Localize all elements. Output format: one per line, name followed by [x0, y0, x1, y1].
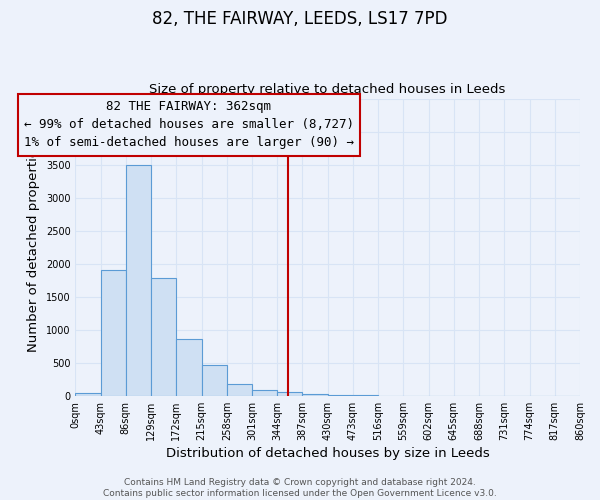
Bar — [227, 384, 252, 396]
Text: 82 THE FAIRWAY: 362sqm
← 99% of detached houses are smaller (8,727)
1% of semi-d: 82 THE FAIRWAY: 362sqm ← 99% of detached… — [24, 100, 354, 150]
Y-axis label: Number of detached properties: Number of detached properties — [27, 142, 40, 352]
X-axis label: Distribution of detached houses by size in Leeds: Distribution of detached houses by size … — [166, 447, 490, 460]
Bar — [176, 339, 202, 396]
Title: Size of property relative to detached houses in Leeds: Size of property relative to detached ho… — [149, 83, 506, 96]
Bar — [101, 270, 126, 396]
Bar — [277, 392, 302, 396]
Text: Contains HM Land Registry data © Crown copyright and database right 2024.
Contai: Contains HM Land Registry data © Crown c… — [103, 478, 497, 498]
Bar — [151, 278, 176, 396]
Bar — [252, 390, 277, 396]
Bar — [202, 366, 227, 396]
Text: 82, THE FAIRWAY, LEEDS, LS17 7PD: 82, THE FAIRWAY, LEEDS, LS17 7PD — [152, 10, 448, 28]
Bar — [126, 164, 151, 396]
Bar — [76, 393, 101, 396]
Bar — [328, 395, 353, 396]
Bar — [302, 394, 328, 396]
